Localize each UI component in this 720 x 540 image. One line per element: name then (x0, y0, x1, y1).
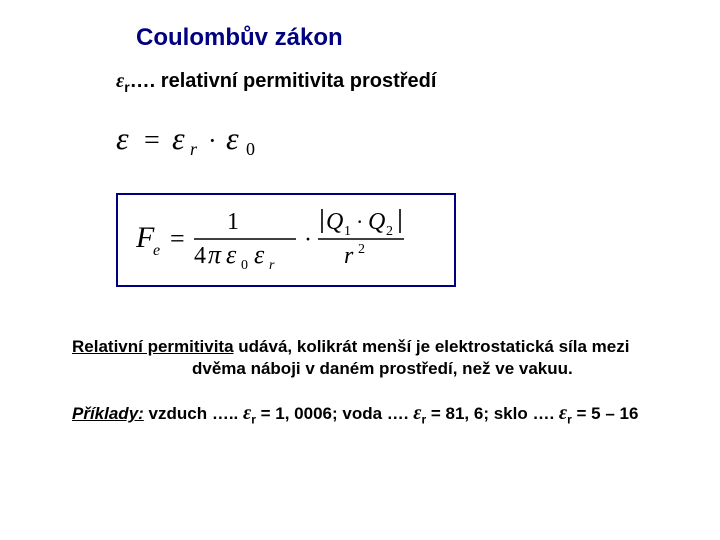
description-underlined: Relativní permitivita (72, 337, 234, 356)
examples-line: Příklady: vzduch ….. εr = 1, 0006; voda … (72, 402, 684, 426)
svg-text:ε: ε (172, 120, 185, 156)
svg-text:0: 0 (246, 139, 255, 159)
svg-text:=: = (170, 224, 185, 253)
sep-1: ; (332, 404, 342, 423)
svg-text:·: · (208, 126, 217, 155)
description-text: Relativní permitivita udává, kolikrát me… (72, 336, 684, 380)
definition-text: relativní permitivita prostředí (161, 70, 437, 92)
svg-text:r: r (344, 243, 354, 269)
description-rest-1: udává, kolikrát menší je elektrostatická… (234, 337, 630, 356)
svg-text:Q: Q (368, 209, 385, 235)
epsilon-symbol: ε (116, 70, 124, 92)
example-1-sub: r (251, 413, 256, 427)
example-3-sub: r (567, 413, 572, 427)
svg-text:π: π (208, 240, 222, 269)
definition-dots: …. (130, 70, 161, 92)
svg-text:4: 4 (194, 243, 206, 269)
svg-text:·: · (304, 227, 312, 253)
svg-text:2: 2 (358, 242, 365, 257)
svg-text:=: = (144, 125, 160, 156)
page-title: Coulombův zákon (136, 24, 684, 52)
svg-text:e: e (153, 242, 160, 259)
svg-text:2: 2 (386, 224, 393, 239)
example-2-name: voda (342, 404, 382, 423)
svg-text:1: 1 (227, 209, 239, 235)
example-1-eps: ε (243, 402, 251, 424)
example-1-name: vzduch (149, 404, 208, 423)
example-3-dots: …. (528, 404, 559, 423)
svg-text:0: 0 (241, 258, 248, 273)
svg-text:·: · (356, 209, 363, 234)
equation-coulomb-box: F e = 1 4 π ε 0 ε r · Q 1 · Q 2 (116, 193, 456, 287)
example-2-sub: r (421, 413, 426, 427)
example-3-name: sklo (494, 404, 528, 423)
sep-2: ; (483, 404, 493, 423)
svg-text:ε: ε (226, 240, 237, 269)
example-3-value: 5 – 16 (591, 404, 638, 423)
example-1-value: 1, 0006 (275, 404, 332, 423)
svg-text:Q: Q (326, 209, 343, 235)
example-3-eps: ε (559, 402, 567, 424)
svg-text:r: r (269, 258, 275, 273)
definition-line: εr…. relativní permitivita prostředí (116, 70, 684, 95)
svg-text:ε: ε (254, 240, 265, 269)
equation-epsilon: ε = ε r · ε 0 (116, 119, 684, 159)
svg-text:r: r (190, 139, 198, 159)
example-1-dots: ….. (207, 404, 243, 423)
svg-text:ε: ε (116, 120, 129, 156)
example-2-value: 81, 6 (446, 404, 484, 423)
example-2-dots: …. (382, 404, 413, 423)
svg-text:ε: ε (226, 120, 239, 156)
svg-text:1: 1 (344, 224, 351, 239)
description-rest-2: dvěma náboji v daném prostředí, než ve v… (192, 358, 573, 380)
examples-label: Příklady: (72, 404, 144, 423)
